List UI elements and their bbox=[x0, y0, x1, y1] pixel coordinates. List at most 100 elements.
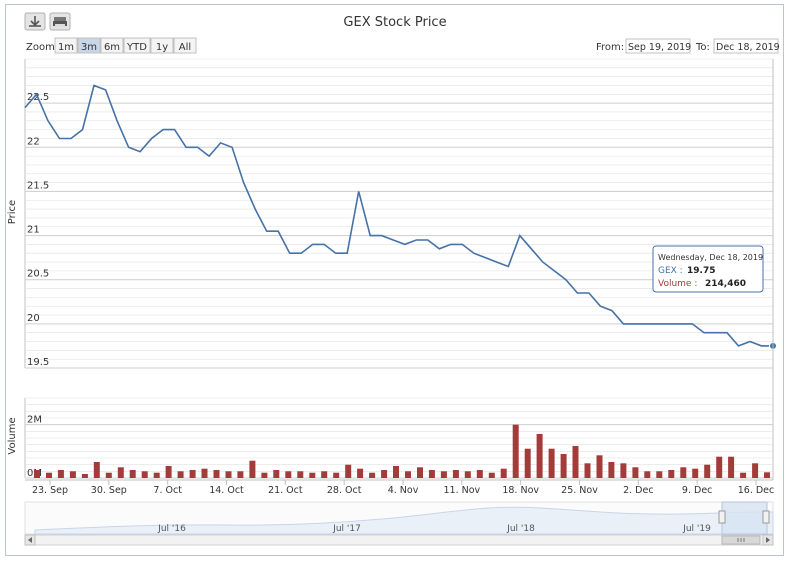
range-from-value: Sep 19, 2019 bbox=[628, 42, 691, 53]
x-tick-label: 30. Sep bbox=[91, 485, 127, 496]
price-tick-label: 21 bbox=[27, 225, 40, 236]
zoom-button-6m[interactable]: 6m bbox=[100, 37, 124, 54]
volume-bar bbox=[165, 466, 172, 478]
volume-bar bbox=[309, 472, 316, 478]
x-tick-label: 28. Oct bbox=[327, 485, 362, 496]
volume-bar bbox=[189, 470, 196, 478]
volume-bar bbox=[608, 462, 615, 478]
print-button[interactable] bbox=[49, 12, 71, 31]
volume-bar bbox=[632, 467, 639, 478]
volume-bar bbox=[764, 472, 770, 478]
zoom-button-label: 3m bbox=[81, 42, 97, 53]
volume-bar bbox=[536, 434, 543, 478]
volume-bar bbox=[728, 456, 735, 478]
volume-bar bbox=[680, 467, 687, 478]
zoom-button-label: 1m bbox=[58, 42, 74, 53]
volume-bar bbox=[225, 471, 232, 478]
x-tick-label: 25. Nov bbox=[561, 485, 598, 496]
volume-axis-title: Volume bbox=[7, 417, 18, 454]
tooltip-price-label: GEX : bbox=[658, 266, 683, 276]
volume-bars bbox=[34, 424, 770, 478]
scroll-left-icon bbox=[28, 537, 32, 543]
volume-bar bbox=[261, 472, 268, 478]
x-tick-label: 7. Oct bbox=[153, 485, 182, 496]
volume-bar bbox=[46, 472, 52, 478]
zoom-button-1m[interactable]: 1m bbox=[54, 37, 78, 54]
tooltip-price-value: 19.75 bbox=[687, 266, 715, 276]
zoom-button-label: YTD bbox=[126, 42, 147, 53]
volume-bar bbox=[512, 424, 519, 478]
zoom-button-1y[interactable]: 1y bbox=[150, 37, 174, 54]
zoom-button-3m[interactable]: 3m bbox=[77, 37, 101, 54]
price-tick-label: 21.5 bbox=[27, 180, 49, 191]
x-tick-label: 9. Dec bbox=[682, 485, 712, 496]
zoom-button-label: 1y bbox=[156, 42, 168, 53]
volume-bar bbox=[285, 471, 292, 478]
volume-bar bbox=[321, 471, 328, 478]
tooltip-volume-value: 214,460 bbox=[705, 279, 746, 289]
volume-bar bbox=[393, 466, 399, 478]
zoom-button-label: All bbox=[179, 42, 191, 53]
volume-bar bbox=[464, 471, 471, 478]
price-series-line bbox=[24, 84, 773, 347]
volume-bar bbox=[369, 472, 376, 478]
navigator-label: Jul '16 bbox=[157, 524, 186, 534]
price-tick-label: 19.5 bbox=[27, 357, 49, 368]
print-icon bbox=[53, 17, 67, 27]
zoom-buttons: 1m 3m 6m YTD 1y All bbox=[54, 37, 197, 54]
price-grid bbox=[24, 58, 774, 369]
range-from-label: From: bbox=[596, 42, 624, 53]
volume-bar bbox=[716, 456, 723, 478]
price-tick-label: 20.5 bbox=[27, 269, 49, 280]
volume-bar bbox=[57, 470, 64, 478]
volume-bar bbox=[117, 467, 124, 478]
volume-bar bbox=[333, 472, 340, 478]
navigator-label: Jul '18 bbox=[506, 524, 535, 534]
volume-bar bbox=[644, 471, 651, 478]
navigator[interactable]: Jul '16 Jul '17 Jul '18 Jul '19 bbox=[24, 501, 774, 535]
navigator-handle-left[interactable] bbox=[718, 510, 726, 524]
volume-bar bbox=[213, 470, 220, 478]
chart-title: GEX Stock Price bbox=[343, 15, 446, 30]
price-tick-label: 20 bbox=[27, 313, 40, 324]
volume-bar bbox=[656, 471, 663, 478]
x-tick-label: 18. Nov bbox=[502, 485, 539, 496]
volume-bar bbox=[357, 468, 364, 478]
range-to-input[interactable]: Dec 18, 2019 bbox=[713, 38, 780, 54]
download-button[interactable] bbox=[24, 12, 46, 31]
volume-bar bbox=[692, 468, 699, 478]
range-from-input[interactable]: Sep 19, 2019 bbox=[625, 38, 691, 54]
volume-bar bbox=[381, 470, 388, 478]
volume-bar bbox=[201, 468, 208, 478]
navigator-selection[interactable] bbox=[721, 501, 768, 535]
scrollbar-grip-icon bbox=[737, 538, 745, 542]
volume-bar bbox=[273, 470, 280, 478]
scrollbar[interactable] bbox=[24, 534, 774, 546]
volume-bar bbox=[297, 471, 304, 478]
navigator-labels: Jul '16 Jul '17 Jul '18 Jul '19 bbox=[157, 524, 711, 534]
volume-bar bbox=[93, 462, 100, 478]
x-tick-label: 11. Nov bbox=[443, 485, 480, 496]
volume-bar bbox=[69, 471, 76, 478]
tooltip-volume-label: Volume : bbox=[658, 279, 697, 289]
volume-bar bbox=[476, 470, 483, 478]
price-tick-label: 22 bbox=[27, 136, 40, 147]
x-tick-label: 14. Oct bbox=[209, 485, 244, 496]
volume-bar bbox=[129, 470, 136, 478]
scroll-right-icon bbox=[766, 537, 770, 543]
x-tick-label: 2. Dec bbox=[623, 485, 653, 496]
navigator-handle-right[interactable] bbox=[762, 510, 770, 524]
volume-bar bbox=[141, 471, 148, 478]
volume-tick-label: 2M bbox=[27, 415, 42, 426]
volume-bar bbox=[452, 470, 459, 478]
zoom-button-ytd[interactable]: YTD bbox=[123, 37, 151, 54]
volume-bar bbox=[620, 463, 627, 478]
volume-bar bbox=[440, 471, 447, 478]
zoom-button-all[interactable]: All bbox=[173, 37, 197, 54]
zoom-label: Zoom bbox=[26, 42, 55, 53]
volume-bar bbox=[34, 470, 40, 478]
range-to-value: Dec 18, 2019 bbox=[716, 42, 780, 53]
volume-bar bbox=[548, 448, 555, 478]
